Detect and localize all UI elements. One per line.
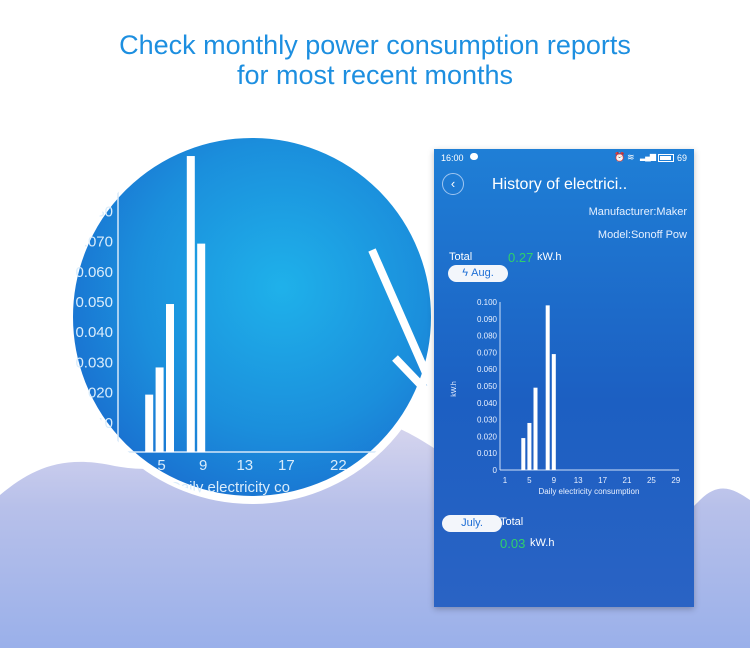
aug-total-value: 0.27: [508, 250, 534, 265]
zoom-y-tick-label: 0.060: [75, 264, 113, 281]
july-total-label: Total: [500, 516, 524, 528]
zoom-y-tick-label: 0: [105, 445, 113, 462]
month-tab-july[interactable]: July.: [442, 515, 502, 532]
status-bar: 16:00 ⏰ ≋ ▂▄▆ 69: [434, 149, 694, 167]
zoom-y-tick-label: 0.030: [75, 354, 113, 371]
page-title: History of electrici..: [492, 176, 628, 193]
x-tick-label: 5: [527, 476, 532, 485]
battery-icon: [658, 154, 674, 162]
zoom-x-tick-label: 5: [157, 457, 165, 474]
y-tick-label: 0.100: [477, 298, 498, 307]
y-tick-label: 0.070: [477, 348, 498, 357]
zoom-x-tick-label: 9: [199, 457, 207, 474]
x-tick-label: 25: [647, 476, 656, 485]
x-tick-label: 21: [623, 476, 632, 485]
y-tick-label: 0.020: [477, 432, 498, 441]
back-button[interactable]: ‹: [442, 173, 464, 195]
signal-icon: ▂▄▆: [640, 152, 656, 161]
zoom-bar: [197, 243, 206, 452]
zoom-x-tick-label: 17: [278, 457, 295, 474]
wifi-icon: ≋: [627, 152, 635, 162]
zoom-x-tick-label: 1: [116, 457, 124, 474]
back-arrow-icon: ‹: [450, 176, 456, 191]
model-label: Model:Sonoff Pow: [597, 229, 687, 241]
chat-bubble-icon: [470, 153, 478, 160]
bar: [545, 305, 550, 470]
x-tick-label: 9: [552, 476, 557, 485]
bar: [527, 422, 532, 470]
lightning-bolt-icon: ϟ: [462, 267, 472, 279]
headline-line-1: Check monthly power consumption reports: [119, 30, 631, 60]
zoom-bar: [155, 367, 164, 452]
y-tick-label: 0.010: [477, 449, 498, 458]
y-axis-title: kW.h: [451, 381, 458, 397]
bar: [533, 387, 538, 470]
y-tick-label: 0: [493, 466, 498, 475]
phone-screen: 16:00 ⏰ ≋ ▂▄▆ 69 ‹ History of electrici.…: [434, 149, 694, 607]
y-tick-label: 0.040: [477, 399, 498, 408]
zoom-x-tick-label: 22: [330, 457, 347, 474]
y-tick-label: 0.090: [477, 315, 498, 324]
x-axis-title: Daily electricity consumption: [539, 487, 640, 496]
month-tab-aug[interactable]: ϟ Aug.: [448, 265, 508, 282]
aug-total-label: Total: [449, 251, 473, 263]
zoom-x-tick-label: 13: [236, 457, 253, 474]
july-total-unit: kW.h: [530, 537, 555, 549]
manufacturer-label: Manufacturer:Maker: [588, 206, 687, 218]
y-tick-label: 0.060: [477, 365, 498, 374]
aug-total-unit: kW.h: [537, 251, 562, 263]
x-tick-label: 1: [503, 476, 508, 485]
consumption-chart: 0 0.010 0.020 0.030 0.040 0.050 0.060 0.070 0.08…: [451, 298, 681, 496]
battery-level: 69: [677, 153, 688, 163]
alarm-icon: ⏰: [614, 152, 626, 162]
july-total-value: 0.03: [500, 536, 526, 551]
x-tick-label: 13: [574, 476, 583, 485]
x-tick-label: 17: [598, 476, 607, 485]
bar: [521, 438, 526, 470]
x-tick-label: 29: [671, 476, 680, 485]
zoom-x-axis-title: Daily electricity co: [170, 479, 290, 496]
zoom-y-tick-label: 0.040: [75, 324, 113, 341]
status-time: 16:00: [441, 153, 464, 163]
zoom-bar: [145, 394, 154, 452]
zoom-y-tick-label: 0.050: [75, 294, 113, 311]
headline-line-2: for most recent months: [236, 60, 514, 90]
y-tick-label: 0.080: [477, 332, 498, 341]
zoom-bar: [186, 156, 195, 453]
y-tick-label: 0.030: [477, 416, 498, 425]
bar: [551, 354, 556, 470]
y-tick-label: 0.050: [477, 382, 498, 391]
zoom-bar: [166, 304, 174, 452]
month-aug-label: Aug.: [471, 267, 494, 279]
